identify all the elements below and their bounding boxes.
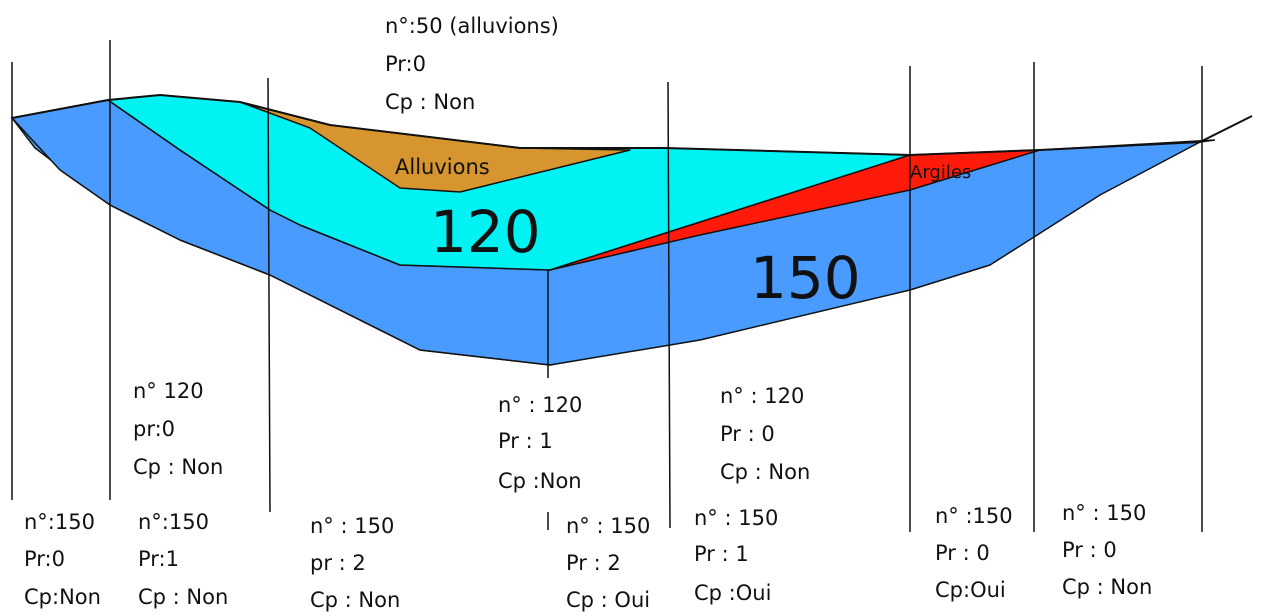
argiles-label: Argiles	[910, 162, 971, 183]
annotation-line: Cp : Non	[1062, 575, 1152, 599]
annotation-line: pr:0	[133, 417, 175, 441]
annotation-line: Pr : 1	[498, 429, 553, 453]
annotation-line: Pr : 0	[935, 541, 990, 565]
annotation-line: Cp : Non	[310, 588, 400, 612]
annotation-line: n° : 150	[694, 506, 778, 530]
annotation-line: Pr : 2	[566, 551, 621, 575]
annotation-line: Cp : Non	[385, 90, 475, 114]
alluvions-label: Alluvions	[395, 155, 490, 179]
annotation-line: Pr:1	[138, 547, 179, 571]
ground-surface-line	[11, 93, 1253, 157]
annotation-line: Cp : Non	[133, 455, 223, 479]
annotation-bottom-3: n° : 150 pr : 2 Cp : Non	[310, 514, 400, 612]
annotation-line: n° : 150	[1062, 501, 1146, 525]
annotation-line: n° 120	[133, 379, 204, 403]
annotation-line: n° : 150	[310, 514, 394, 538]
borehole-line-5	[667, 81, 671, 529]
annotation-line: n° : 150	[566, 514, 650, 538]
annotation-line: n° :150	[935, 504, 1013, 528]
annotation-line: Cp : Non	[138, 585, 228, 609]
annotation-line: Pr : 1	[694, 542, 749, 566]
annotation-top-center: n°:50 (alluvions) Pr:0 Cp : Non	[385, 14, 559, 114]
annotation-bottom-2: n°:150 Pr:1 Cp : Non	[138, 510, 228, 609]
annotation-line: Pr : 0	[720, 422, 775, 446]
annotation-line: n° : 120	[498, 393, 582, 417]
annotation-bottom-7: n° : 150 Pr : 0 Cp : Non	[1062, 501, 1152, 599]
annotation-line: Pr : 0	[1062, 538, 1117, 562]
annotation-line: pr : 2	[310, 551, 366, 575]
annotation-line: Pr:0	[385, 52, 426, 76]
annotation-bottom-5: n° : 150 Pr : 1 Cp :Oui	[694, 506, 778, 605]
annotation-line: n° : 120	[720, 384, 804, 408]
annotation-upper-center: n° : 120 Pr : 1 Cp :Non	[498, 393, 582, 493]
annotation-line: Cp :Non	[498, 469, 582, 493]
annotation-bottom-4: n° : 150 Pr : 2 Cp : Oui	[566, 514, 650, 612]
annotation-line: n°:150	[24, 510, 95, 534]
annotation-line: Cp : Oui	[566, 588, 650, 612]
annotation-line: n°:50 (alluvions)	[385, 14, 559, 38]
layer-120-label: 120	[430, 198, 541, 266]
argiles-body	[549, 149, 1041, 271]
annotation-line: Cp : Non	[720, 460, 810, 484]
annotation-upper-left: n° 120 pr:0 Cp : Non	[133, 379, 223, 479]
annotation-line: Cp :Oui	[694, 581, 771, 605]
annotation-line: Pr:0	[24, 547, 65, 571]
annotation-line: Cp:Non	[24, 585, 101, 609]
annotation-bottom-6: n° :150 Pr : 0 Cp:Oui	[935, 504, 1013, 602]
annotation-line: Cp:Oui	[935, 578, 1006, 602]
annotation-line: n°:150	[138, 510, 209, 534]
annotation-upper-right: n° : 120 Pr : 0 Cp : Non	[720, 384, 810, 484]
annotation-bottom-1: n°:150 Pr:0 Cp:Non	[24, 510, 101, 609]
layer-150-label: 150	[750, 244, 861, 312]
borehole-line-3	[267, 77, 271, 513]
